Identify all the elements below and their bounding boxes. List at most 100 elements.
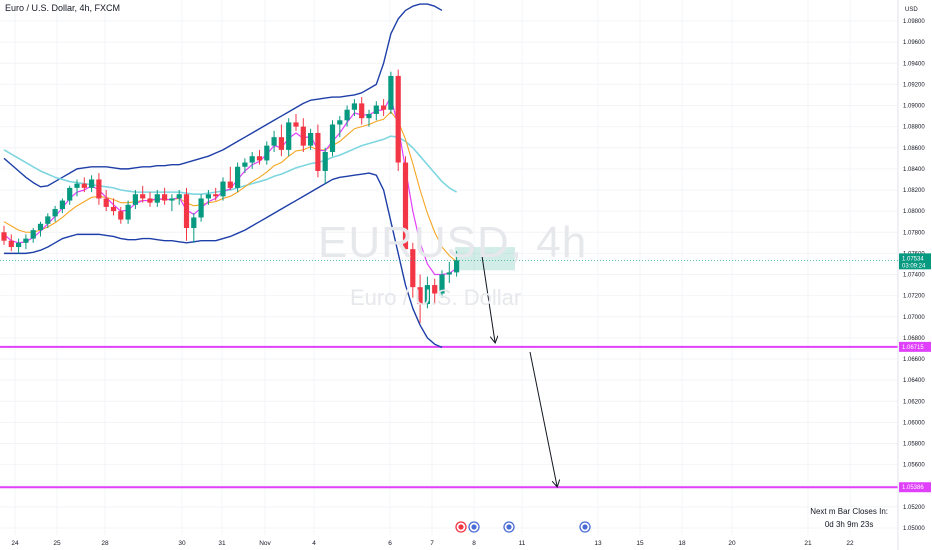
- currency-label: USD: [905, 7, 918, 13]
- arrow-1: [481, 255, 495, 342]
- y-tick-label: 1.06600: [903, 357, 925, 363]
- x-tick-label: 7: [430, 540, 434, 547]
- price-axis-bg[interactable]: [898, 0, 932, 550]
- x-tick-label: 20: [728, 540, 736, 547]
- watermark-name: Euro / U.S. Dollar: [350, 285, 522, 310]
- event-icon-dot: [582, 524, 588, 530]
- y-tick-label: 1.05600: [903, 463, 925, 469]
- candle-body: [286, 122, 292, 150]
- candle-body: [227, 181, 233, 188]
- candle-body: [359, 103, 365, 119]
- x-tick-label: 11: [519, 540, 526, 547]
- candle-body: [140, 194, 146, 199]
- candle-body: [381, 105, 387, 110]
- candle-body: [432, 285, 438, 294]
- y-tick-label: 1.09600: [903, 40, 925, 46]
- y-tick-label: 1.05000: [903, 526, 925, 532]
- x-tick-label: 25: [53, 540, 61, 547]
- x-tick-label: 18: [678, 540, 686, 547]
- candle-body: [8, 240, 14, 248]
- candle-body: [1, 232, 7, 241]
- candlesticks: [1, 69, 460, 324]
- candle-body: [176, 194, 182, 199]
- candle-body: [271, 137, 277, 146]
- arrow-2: [529, 351, 557, 486]
- event-icon-dot: [506, 524, 512, 530]
- y-tick-label: 1.08200: [903, 188, 925, 194]
- candle-body: [337, 120, 343, 125]
- candle-body: [191, 217, 197, 229]
- y-tick-label: 1.07400: [903, 273, 925, 279]
- level-tag-bg: [899, 341, 931, 352]
- candle-body: [373, 105, 379, 114]
- y-tick-label: 1.07800: [903, 230, 925, 236]
- x-tick-label: 22: [846, 540, 854, 547]
- y-tick-label: 1.07200: [903, 294, 925, 300]
- candle-body: [183, 194, 190, 229]
- green-zone: [455, 247, 515, 271]
- last-price-tag-bg: [899, 253, 931, 270]
- horizontal-levels[interactable]: [0, 345, 898, 489]
- y-tick-label: 1.06800: [903, 336, 925, 342]
- x-tick-label: Nov: [259, 540, 271, 547]
- candle-body: [162, 194, 168, 201]
- bollinger-upper: [3, 3, 443, 188]
- candle-body: [169, 198, 175, 201]
- candle-body: [439, 274, 445, 294]
- next-bar-panel: Next m Bar Closes In: 0d 3h 9m 23s: [810, 505, 888, 531]
- candle-body: [256, 156, 263, 161]
- x-tick-label: 13: [594, 540, 602, 547]
- candle-body: [81, 183, 87, 188]
- bollinger-lower: [4, 172, 443, 349]
- y-tick-label: 1.06400: [903, 378, 925, 384]
- candle-body: [388, 75, 394, 110]
- candle-body: [125, 204, 131, 220]
- level-tag-label: 1.05386: [902, 485, 924, 491]
- time-axis[interactable]: 24 25 28 30 31 Nov 4 6 7 8 11 13 15 18 20 21 22: [11, 540, 854, 547]
- candle-body: [45, 216, 51, 224]
- y-tick-label: 1.08400: [903, 167, 925, 173]
- candle-body: [315, 132, 321, 171]
- candle-body: [118, 211, 124, 220]
- candle-body: [23, 238, 29, 243]
- candle-body: [264, 145, 270, 161]
- event-icon-dot: [471, 524, 477, 530]
- y-tick-label: 1.08800: [903, 125, 925, 131]
- symbol-title[interactable]: Euro / U.S. Dollar, 4h, FXCM: [5, 3, 121, 13]
- target-zone[interactable]: [455, 247, 515, 271]
- y-tick-label: 1.05200: [903, 505, 925, 511]
- candle-body: [410, 249, 416, 288]
- price-axis[interactable]: 1.09800 1.09600 1.09400 1.09200 1.09000 1.088…: [903, 7, 925, 532]
- candle-body: [249, 156, 255, 163]
- y-tick-label: 1.08600: [903, 146, 925, 152]
- candle-body: [52, 209, 58, 217]
- candle-body: [242, 162, 248, 167]
- candle-body: [154, 194, 160, 203]
- last-price-timer: 03:09:24: [902, 263, 926, 269]
- x-tick-label: 15: [636, 540, 644, 547]
- candle-body: [424, 285, 430, 305]
- candle-body: [103, 198, 109, 207]
- candle-body: [74, 183, 80, 188]
- bollinger-bands: [3, 3, 443, 349]
- y-tick-label: 1.09000: [903, 104, 925, 110]
- last-price-label: 1.07534: [902, 256, 924, 262]
- x-tick-label: 21: [804, 540, 812, 547]
- candle-body: [454, 260, 460, 273]
- y-tick-label: 1.06000: [903, 420, 925, 426]
- y-tick-label: 1.09400: [903, 61, 925, 67]
- next-bar-countdown: 0d 3h 9m 23s: [824, 520, 874, 529]
- projection-arrows[interactable]: [481, 255, 557, 486]
- level-tag-bg: [899, 482, 931, 493]
- candle-body: [366, 113, 372, 119]
- candle-body: [198, 198, 204, 218]
- x-tick-label: 24: [11, 540, 19, 547]
- candle-body: [96, 179, 102, 199]
- candle-body: [344, 109, 350, 121]
- y-tick-label: 1.05800: [903, 442, 925, 448]
- economic-events[interactable]: [455, 521, 591, 533]
- level-tag-label: 1.06715: [902, 345, 924, 351]
- candle-body: [322, 151, 328, 171]
